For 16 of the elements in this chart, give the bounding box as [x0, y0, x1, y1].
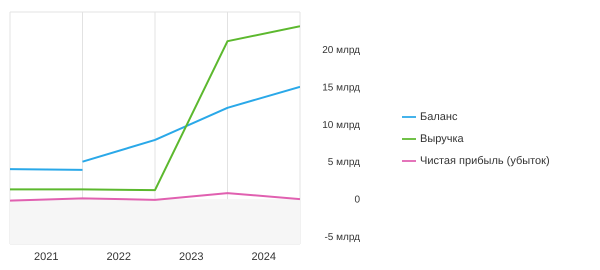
x-tick-label: 2021	[34, 250, 58, 263]
x-tick-label: 2022	[106, 250, 131, 263]
x-tick-label: 2024	[252, 250, 276, 263]
y-tick-label: 5 млрд	[328, 157, 360, 168]
y-tick-label: 15 млрд	[322, 82, 360, 94]
line-series	[82, 86, 300, 163]
legend-label: Чистая прибыль (убыток)	[420, 155, 550, 167]
y-tick-label: -5 млрд	[324, 232, 360, 244]
legend-label: Выручка	[420, 133, 464, 145]
legend-label: Баланс	[420, 111, 458, 123]
y-tick-label: 10 млрд	[322, 120, 360, 131]
line-series	[10, 192, 300, 202]
y-tick-label: 20 млрд	[322, 44, 360, 56]
x-tick-label: 2023	[179, 250, 204, 263]
y-tick-label: 0	[354, 194, 360, 206]
line-series	[10, 25, 300, 192]
